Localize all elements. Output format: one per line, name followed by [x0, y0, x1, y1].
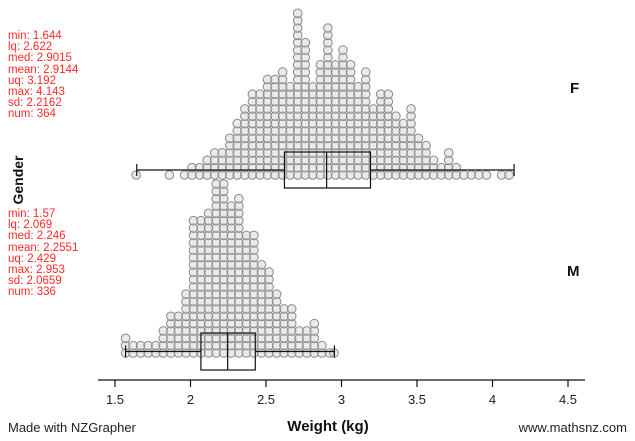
stat-line: lq: 2.622	[8, 41, 53, 54]
data-point	[338, 45, 348, 55]
boxplots	[124, 151, 515, 371]
stat-line: num: 364	[8, 108, 56, 121]
tick-label: 2.5	[257, 392, 275, 407]
tick-label: 2	[187, 392, 194, 407]
stat-line: mean: 2.2551	[8, 241, 79, 254]
stat-line: min: 1.57	[8, 208, 56, 220]
data-point	[300, 37, 311, 48]
data-point	[323, 23, 333, 33]
data-point	[234, 193, 244, 204]
data-point	[345, 60, 356, 70]
data-point	[131, 170, 141, 180]
stat-line: max: 4.143	[8, 86, 65, 99]
data-point	[256, 260, 267, 270]
data-point	[271, 289, 282, 300]
data-point	[391, 111, 401, 121]
tick-label: 3	[338, 392, 345, 407]
data-point	[264, 267, 274, 277]
data-point	[292, 8, 303, 19]
data-point	[309, 318, 320, 329]
x-axis: 1.5 2 2.5 3 3.5 4 4.5	[98, 379, 585, 407]
stat-line: max: 2.953	[8, 264, 65, 277]
tick-label: 1.5	[106, 392, 124, 407]
footer-url: www.mathsnz.com	[518, 420, 627, 435]
stat-line: lq: 2.069	[8, 219, 53, 232]
stat-line: uq: 2.429	[8, 252, 56, 265]
stat-line: min: 1.644	[8, 30, 62, 42]
data-point	[413, 133, 424, 144]
data-point	[421, 140, 431, 151]
data-point	[317, 340, 327, 351]
data-point	[218, 179, 229, 189]
data-point	[360, 67, 371, 77]
data-point	[406, 104, 416, 114]
stat-line: med: 2.246	[8, 230, 66, 243]
tick-label: 4.5	[559, 392, 577, 407]
data-point	[443, 148, 454, 158]
dots-m	[120, 179, 339, 358]
group-label-m: M	[567, 263, 580, 280]
stat-line: uq: 3.192	[8, 74, 56, 87]
x-axis-label: Weight (kg)	[287, 418, 369, 435]
dots-f	[131, 8, 514, 180]
data-point	[481, 170, 492, 180]
data-point	[277, 67, 288, 77]
stats-m: min: 1.57 lq: 2.069 med: 2.246 mean: 2.2…	[8, 208, 79, 299]
box-iqr	[283, 151, 372, 189]
data-point	[428, 155, 439, 166]
tick-label: 3.5	[408, 392, 426, 407]
data-point	[120, 333, 131, 344]
tick-label: 4	[489, 392, 496, 407]
data-point	[249, 230, 259, 241]
data-point	[383, 89, 394, 99]
data-point	[451, 162, 462, 173]
y-axis-label: Gender	[10, 155, 26, 205]
footer-credit: Made with NZGrapher	[8, 420, 136, 435]
stat-line: mean: 2.9144	[8, 63, 79, 76]
stat-line: med: 2.9015	[8, 52, 72, 65]
group-label-f: F	[570, 80, 580, 97]
data-point	[164, 170, 175, 180]
stat-line: sd: 2.2162	[8, 97, 62, 110]
stats-f: min: 1.644 lq: 2.622 med: 2.9015 mean: 2…	[8, 30, 79, 121]
stat-line: num: 336	[8, 286, 56, 299]
data-point	[504, 170, 514, 180]
stat-line: sd: 2.0659	[8, 275, 62, 288]
data-point	[286, 304, 297, 314]
